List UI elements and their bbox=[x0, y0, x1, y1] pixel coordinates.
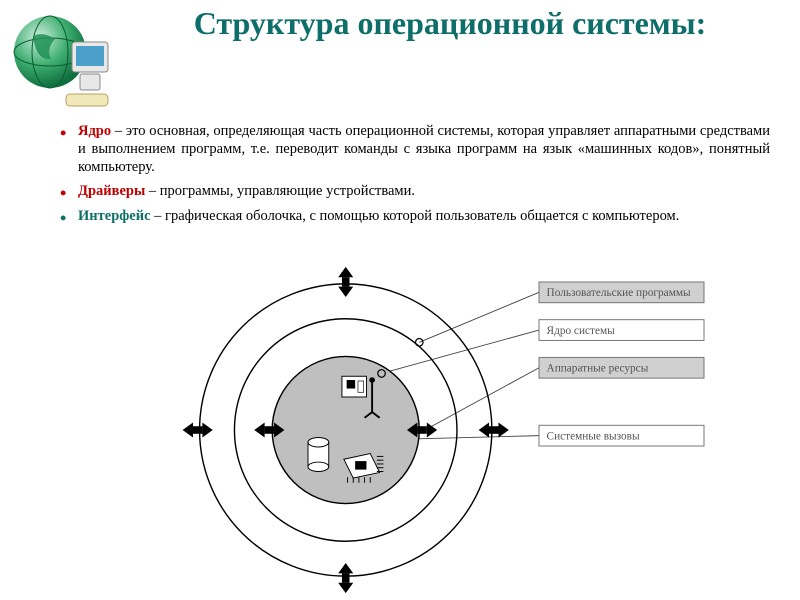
bullet-rest: – программы, управляющие устройствами. bbox=[145, 183, 415, 199]
bullet-item: Ядро – это основная, определяющая часть … bbox=[60, 122, 770, 176]
bullet-item: Интерфейс – графическая оболочка, с помо… bbox=[60, 207, 770, 225]
os-structure-diagram: Пользовательские программы Ядро системы Ап… bbox=[140, 265, 740, 595]
bullet-item: Драйверы – программы, управляющие устрой… bbox=[60, 182, 770, 200]
svg-text:Системные вызовы: Системные вызовы bbox=[547, 430, 640, 442]
bullet-list: Ядро – это основная, определяющая часть … bbox=[60, 122, 770, 231]
bullet-term: Ядро bbox=[78, 123, 111, 139]
title-text: Структура операционной системы: bbox=[194, 5, 707, 41]
bullet-term: Интерфейс bbox=[78, 208, 151, 224]
svg-text:Ядро системы: Ядро системы bbox=[547, 325, 616, 337]
svg-text:Аппаратные ресурсы: Аппаратные ресурсы bbox=[547, 363, 649, 375]
bullet-rest: – это основная, определяющая часть опера… bbox=[78, 123, 770, 175]
bullet-rest: – графическая оболочка, с помощью которо… bbox=[151, 208, 680, 224]
page-title: Структура операционной системы: bbox=[140, 6, 760, 41]
bullet-term: Драйверы bbox=[78, 183, 145, 199]
svg-text:Пользовательские программы: Пользовательские программы bbox=[547, 287, 691, 299]
logo-icon bbox=[8, 8, 116, 116]
